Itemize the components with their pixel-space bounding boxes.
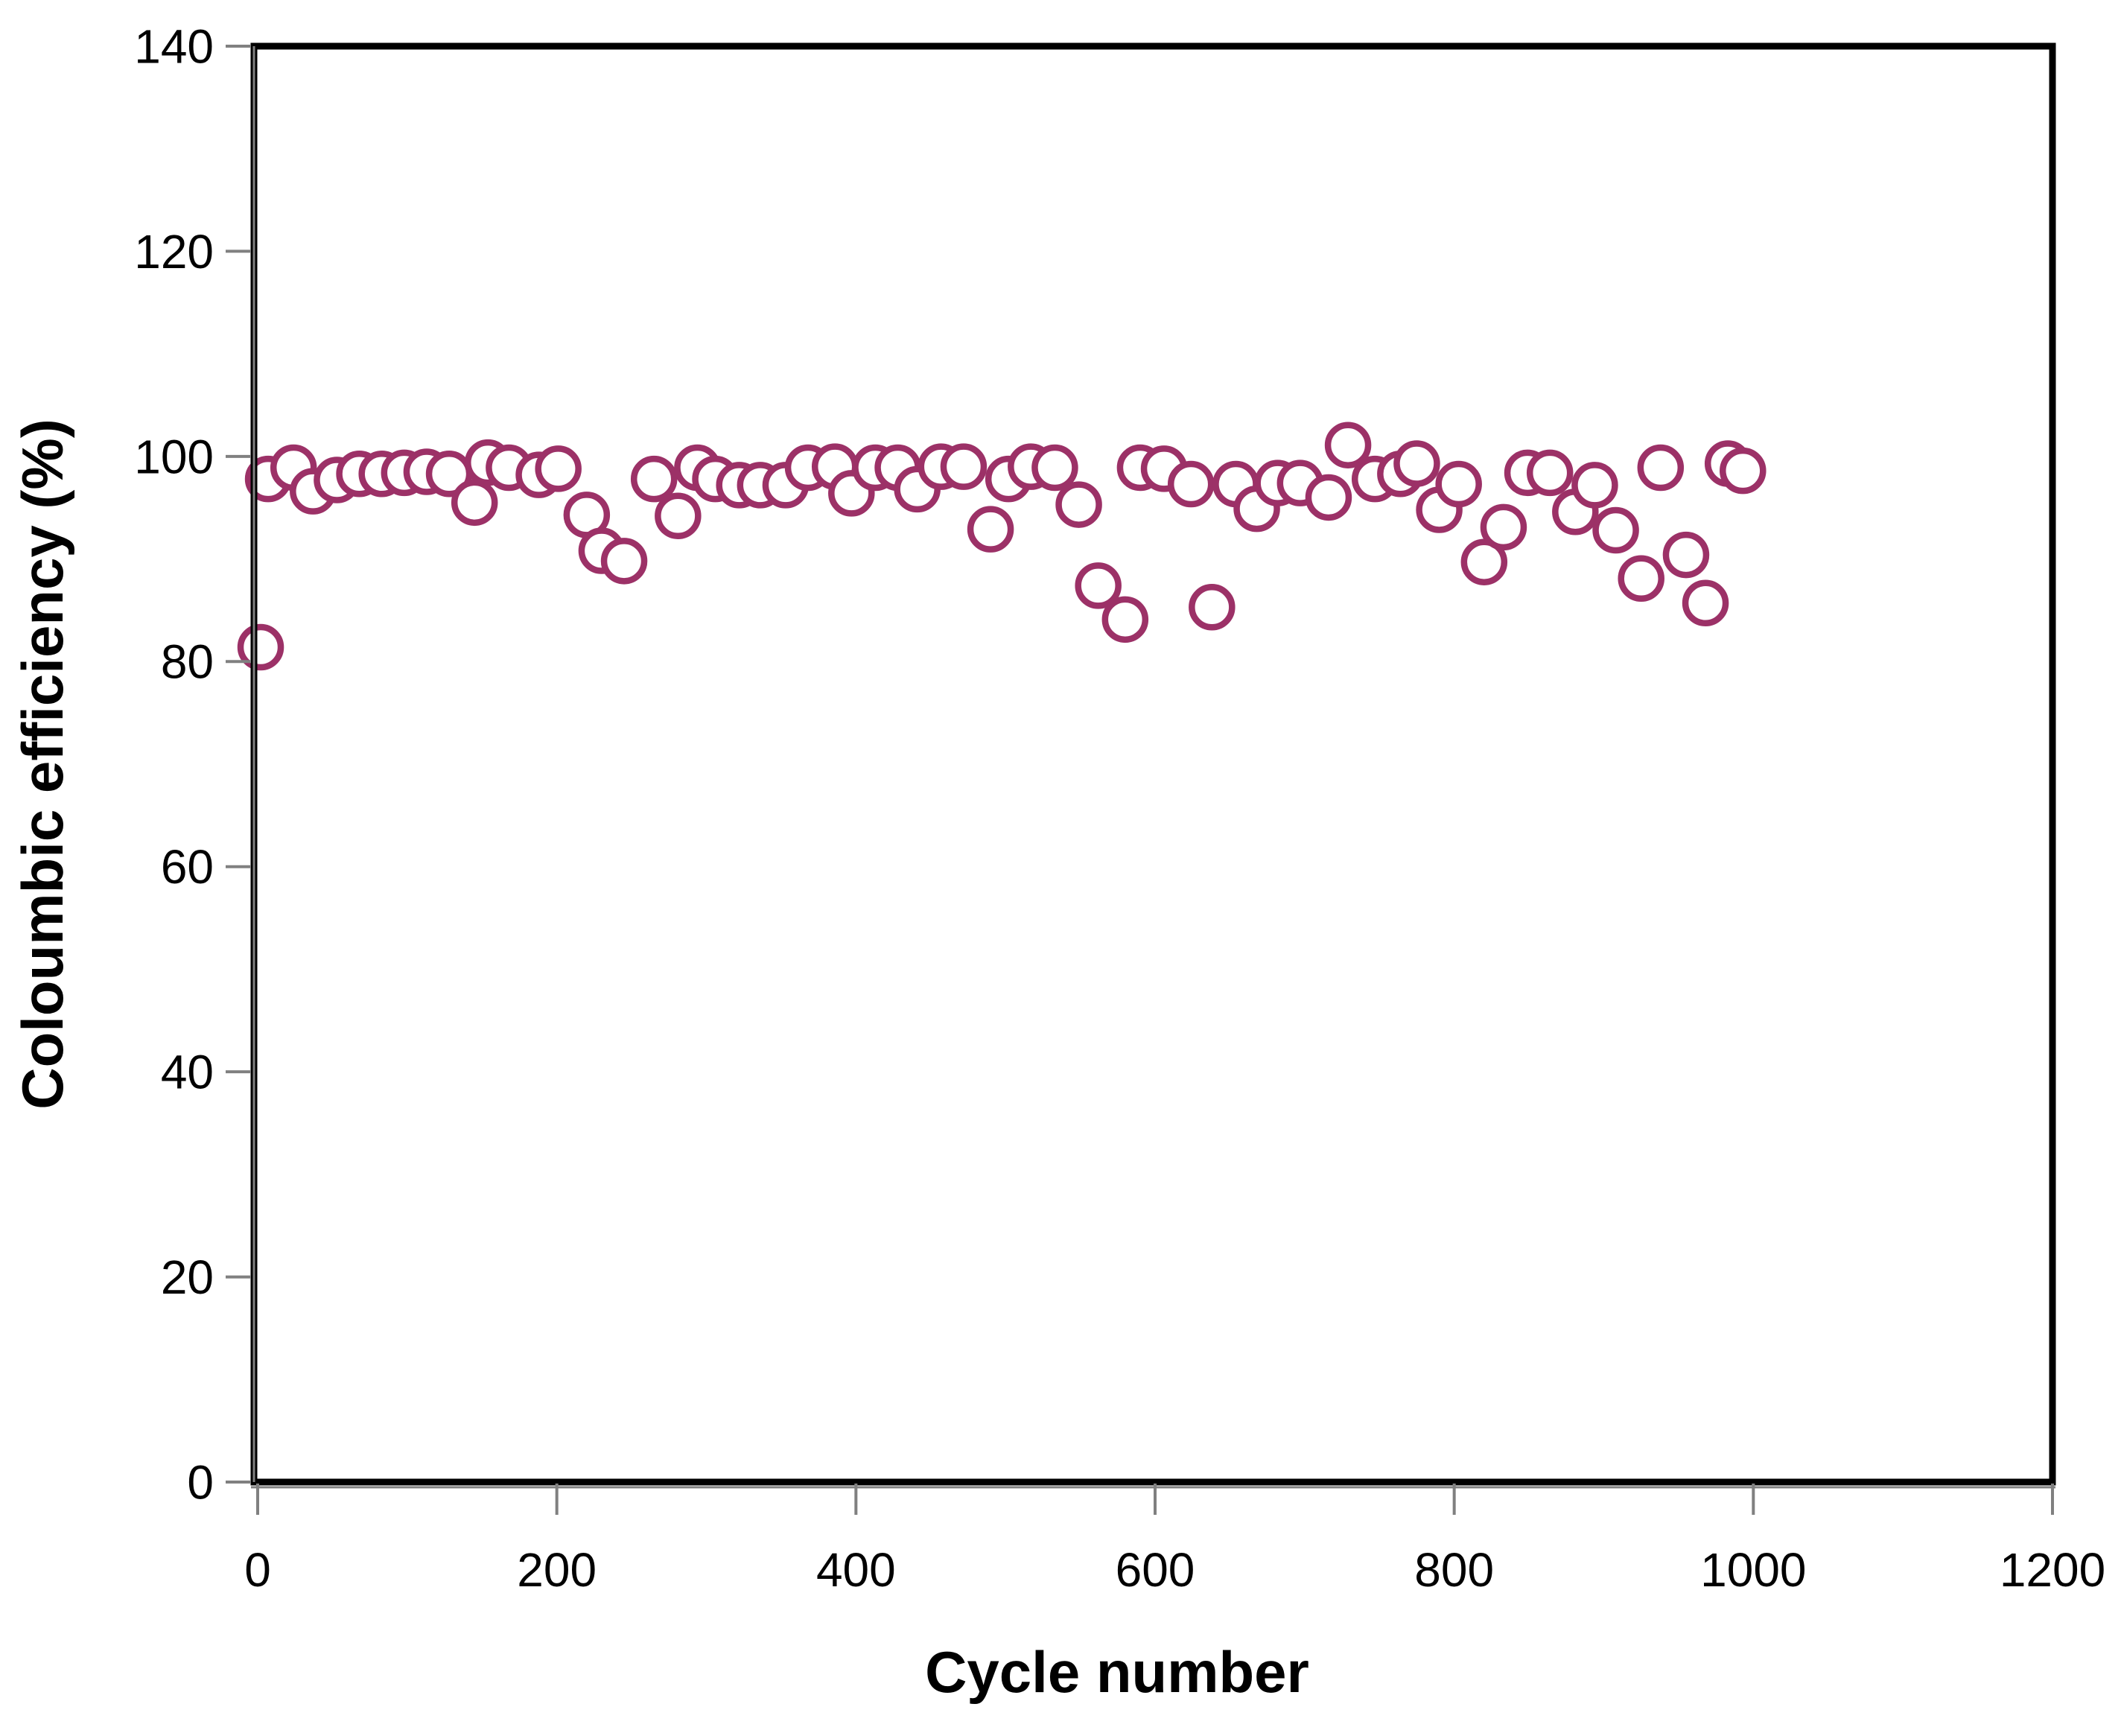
x-tick-label: 0 [244,1543,271,1597]
data-point [1435,460,1482,508]
data-point [1101,596,1149,643]
y-tick-label: 0 [187,1455,214,1509]
x-tick-label: 1200 [2000,1543,2105,1597]
y-tick-label: 140 [134,19,214,73]
data-point [940,443,988,490]
series-coulombic-efficiency [237,422,1767,671]
axes-layer [250,42,2056,1489]
data-point [655,492,702,539]
data-point [1592,506,1639,554]
data-point [1075,562,1122,609]
data-point [1189,584,1236,631]
data-point [1460,538,1508,585]
y-tick-label: 80 [161,635,214,689]
y-tick-label: 40 [161,1046,214,1099]
y-tick-label: 100 [134,430,214,483]
data-point [1526,449,1574,497]
y-tick-label: 20 [161,1250,214,1304]
data-point [1637,444,1685,492]
x-axis-title: Cycle number [925,1639,1309,1705]
data-point [1662,531,1710,579]
data-point [1682,579,1729,627]
ticks-layer [226,45,2054,1515]
x-tick-label: 600 [1116,1543,1195,1597]
y-tick-label: 60 [161,840,214,894]
data-point [1720,447,1767,495]
data-point [1571,462,1618,509]
x-tick-label: 800 [1414,1543,1494,1597]
x-tick-label: 200 [517,1543,597,1597]
data-point [1393,440,1440,487]
x-tick-label: 1000 [1700,1543,1806,1597]
data-point [630,455,678,503]
data-point [1324,422,1372,468]
data-point [967,506,1014,553]
y-axis-title: Coloumbic efficiency (%) [10,419,75,1109]
tick-labels-layer: 0 20 40 60 80 100 120 140 0 200 400 600 800 1000 1200 [134,19,2105,1597]
data-point [600,538,648,585]
data-point [1031,444,1078,492]
x-tick-label: 400 [816,1543,896,1597]
data-point [1480,503,1527,551]
data-point [1305,474,1352,521]
data-point [1618,555,1664,602]
data-point [1055,481,1102,528]
data-point [451,479,498,527]
plot-frame [250,42,2056,1486]
data-point [535,445,582,492]
data-point [1167,460,1215,508]
y-tick-label: 120 [134,225,214,279]
